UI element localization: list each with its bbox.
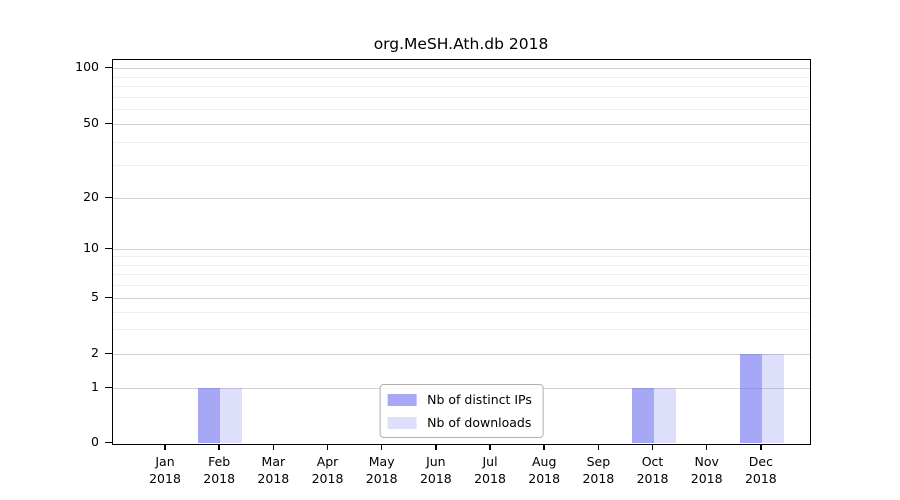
- bar-distinct-ips: [739, 354, 762, 443]
- y-tick-mark: [105, 296, 112, 298]
- x-tick-mark: [435, 444, 437, 450]
- x-tick-label: Apr 2018: [311, 454, 344, 486]
- x-tick-label: Nov 2018: [690, 454, 723, 486]
- chart-title: org.MeSH.Ath.db 2018: [373, 35, 549, 53]
- x-tick-label: Mar 2018: [257, 454, 290, 486]
- minor-gridline: [113, 142, 810, 144]
- x-tick-label: Jun 2018: [419, 454, 452, 486]
- y-axis: 0 1 2 5 10 20 50 100: [0, 59, 112, 449]
- y-tick-label: 0: [91, 434, 99, 449]
- x-tick-label: Jan 2018: [149, 454, 181, 486]
- y-tick-mark: [105, 247, 112, 249]
- major-gridline: [113, 68, 810, 69]
- y-tick-label: 20: [83, 189, 99, 204]
- major-gridline: [113, 124, 810, 125]
- minor-gridline: [113, 109, 810, 111]
- legend-label: Nb of downloads: [427, 415, 532, 430]
- minor-gridline: [113, 86, 810, 88]
- y-tick-mark: [105, 66, 112, 68]
- major-gridline: [113, 198, 810, 199]
- minor-gridline: [113, 264, 810, 266]
- x-tick-mark: [489, 444, 491, 450]
- y-tick-label: 100: [75, 59, 99, 74]
- minor-gridline: [113, 329, 810, 331]
- y-tick-mark: [105, 352, 112, 354]
- x-tick-mark: [218, 444, 220, 450]
- bar-distinct-ips: [631, 388, 654, 443]
- minor-gridline: [113, 274, 810, 276]
- minor-gridline: [113, 256, 810, 258]
- x-tick-label: Feb 2018: [203, 454, 236, 486]
- x-tick-mark: [651, 444, 654, 450]
- x-tick-mark: [705, 444, 708, 450]
- y-tick-mark: [105, 441, 112, 443]
- legend-swatch-icon: [387, 416, 417, 429]
- x-tick-label: May 2018: [365, 454, 398, 486]
- y-tick-mark: [105, 386, 112, 388]
- minor-gridline: [113, 311, 810, 313]
- major-gridline: [113, 298, 810, 299]
- x-tick-label: Sep 2018: [582, 454, 615, 486]
- x-tick-mark: [380, 444, 383, 450]
- x-tick-label: Jul 2018: [474, 454, 506, 486]
- bar-downloads: [220, 388, 243, 443]
- x-tick-label: Aug 2018: [528, 454, 561, 486]
- x-tick-mark: [543, 444, 545, 450]
- x-tick-mark: [164, 444, 166, 450]
- x-tick-label: Dec 2018: [744, 454, 777, 486]
- minor-gridline: [113, 96, 810, 98]
- y-tick-label: 10: [83, 240, 99, 255]
- x-tick-mark: [597, 444, 600, 450]
- x-tick-mark: [326, 444, 329, 450]
- minor-gridline: [113, 76, 810, 78]
- y-tick-label: 5: [91, 289, 99, 304]
- major-gridline: [113, 249, 810, 250]
- major-gridline: [113, 354, 810, 355]
- legend-swatch-icon: [387, 393, 417, 406]
- x-tick-mark: [760, 444, 762, 450]
- x-tick-mark: [272, 444, 275, 450]
- legend-item: Nb of distinct IPs: [387, 392, 532, 407]
- legend-label: Nb of distinct IPs: [427, 392, 532, 407]
- y-tick-label: 2: [91, 345, 99, 360]
- minor-gridline: [113, 165, 810, 167]
- y-tick-mark: [105, 196, 112, 198]
- y-tick-mark: [105, 122, 112, 124]
- bar-downloads: [653, 388, 676, 443]
- minor-gridline: [113, 285, 810, 287]
- x-axis: Jan 2018 Feb 2018 Mar 2018 Apr 2018 May 2018…: [112, 444, 811, 500]
- x-tick-label: Oct 2018: [636, 454, 669, 486]
- legend-item: Nb of downloads: [387, 415, 532, 430]
- bar-downloads: [761, 354, 784, 443]
- legend: Nb of distinct IPs Nb of downloads: [379, 384, 544, 438]
- bar-distinct-ips: [198, 388, 221, 443]
- plot-area: Nb of distinct IPs Nb of downloads: [112, 59, 811, 445]
- y-tick-label: 50: [83, 115, 99, 130]
- y-tick-label: 1: [91, 379, 99, 394]
